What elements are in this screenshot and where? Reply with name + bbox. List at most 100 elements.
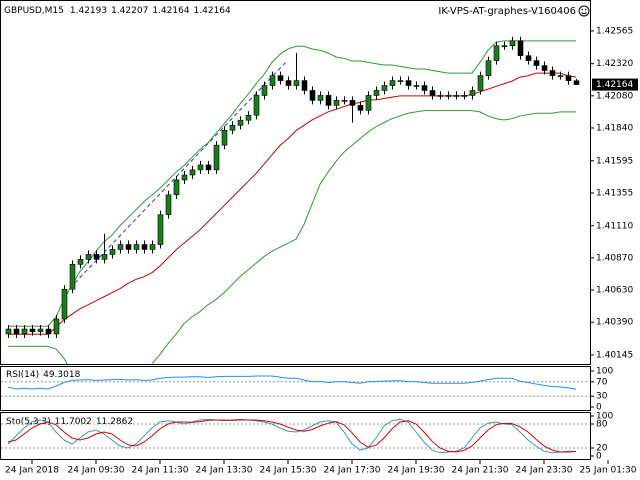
candle-body: [149, 244, 156, 250]
high-value: 1.42207: [111, 6, 148, 16]
indicator-line: [7, 418, 577, 454]
candle-body: [397, 80, 404, 82]
candle-body: [157, 214, 164, 245]
candle-body: [253, 95, 260, 116]
x-tick-label: 24 Jan 17:30: [324, 466, 381, 476]
brand-label: IK-VPS-AT-graphes-V160406: [438, 6, 576, 17]
candle-body: [349, 100, 356, 106]
candle-body: [525, 55, 532, 61]
rsi-header: RSI(14) 49.3018: [6, 370, 81, 380]
candle-body: [197, 164, 204, 171]
candle-body: [205, 164, 212, 171]
y-tick-label: 0: [596, 452, 602, 462]
candle-body: [557, 75, 564, 77]
smiley-icon: [578, 5, 590, 17]
x-tick-label: 24 Jan 11:30: [132, 466, 189, 476]
y-tick-label: 1.41840: [596, 123, 633, 133]
candle-body: [109, 249, 116, 255]
candle-body: [237, 119, 244, 126]
candle-body: [533, 60, 540, 66]
candle-body: [341, 100, 348, 102]
overlay-line: [8, 40, 576, 327]
x-tick-label: 24 Jan 19:30: [388, 466, 445, 476]
candle-body: [445, 95, 452, 97]
sto-title: Sto(5,3,3): [6, 417, 51, 427]
candle-body: [317, 95, 324, 101]
candle-body: [365, 95, 372, 111]
sto-signal-value: 11.2862: [96, 417, 133, 427]
rsi-panel-border: [0, 366, 591, 411]
candle-body: [421, 85, 428, 91]
candle-body: [77, 259, 84, 265]
candle-body: [13, 328, 20, 335]
candle-body: [85, 254, 92, 260]
sto-main-value: 11.7002: [55, 417, 92, 427]
candle-body: [125, 244, 132, 250]
overlay-line: [8, 72, 577, 335]
y-tick-label: 1.41595: [596, 156, 633, 166]
candle-body: [541, 65, 548, 71]
candle-body: [269, 75, 276, 86]
candle-body: [301, 80, 308, 91]
x-tick-label: 24 Jan 15:30: [260, 466, 317, 476]
symbol-title: GBPUSD,M15: [4, 6, 64, 16]
candle-body: [453, 95, 460, 97]
y-tick-label: 100: [596, 412, 613, 422]
candle-body: [53, 318, 60, 335]
candle-body: [517, 40, 524, 56]
candle-body: [173, 179, 180, 196]
candle-body: [45, 328, 52, 335]
candle-body: [285, 80, 292, 86]
candle-body: [213, 144, 220, 171]
candle-body: [501, 45, 508, 48]
candle-body: [5, 328, 12, 335]
y-tick-label: 1.40390: [596, 318, 633, 328]
y-tick-label: 30: [596, 392, 608, 402]
main-panel-border: [0, 0, 591, 365]
x-tick-label: 24 Jan 13:30: [196, 466, 253, 476]
y-tick-label: 100: [596, 367, 613, 377]
candle-body: [573, 80, 580, 85]
candle-body: [69, 264, 76, 290]
candle-body: [117, 244, 124, 250]
candle-body: [93, 254, 100, 260]
x-tick-label: 24 Jan 21:30: [452, 466, 509, 476]
open-value: 1.42193: [70, 6, 107, 16]
candle-body: [357, 105, 364, 111]
rsi-title: RSI(14): [6, 370, 39, 380]
y-tick-label: 70: [596, 377, 608, 387]
candle-body: [325, 95, 332, 106]
candle-body: [133, 244, 140, 250]
y-tick-label: 0: [596, 403, 602, 413]
candle-body: [509, 40, 516, 47]
y-tick-label: 20: [596, 444, 608, 454]
candle-body: [389, 80, 396, 86]
chart-header: GBPUSD,M15 1.42193 1.42207 1.42164 1.42164: [4, 6, 231, 16]
rsi-value: 49.3018: [43, 370, 80, 380]
last-price-label: 1.42164: [596, 80, 633, 90]
candle-body: [29, 328, 36, 332]
candle-body: [261, 85, 268, 96]
candle-body: [293, 80, 300, 86]
candle-body: [461, 95, 468, 97]
plot-area: [1, 375, 590, 397]
candle-body: [485, 60, 492, 76]
y-tick-label: 1.42565: [596, 26, 633, 36]
candle-body: [549, 70, 556, 76]
y-tick-label: 1.40870: [596, 253, 633, 263]
sto-panel-border: [0, 412, 591, 460]
candle-body: [221, 129, 228, 146]
candle-body: [61, 288, 68, 320]
candle-body: [429, 90, 436, 96]
plot-area: [5, 36, 580, 364]
candle-body: [469, 90, 476, 96]
x-tick-label: 24 Jan 2018: [5, 466, 59, 476]
indicator-line: [7, 419, 577, 453]
candle-body: [141, 244, 148, 250]
low-value: 1.42164: [152, 6, 189, 16]
candle-body: [189, 169, 196, 176]
candle-body: [493, 45, 500, 61]
last-price-box: [592, 78, 638, 91]
